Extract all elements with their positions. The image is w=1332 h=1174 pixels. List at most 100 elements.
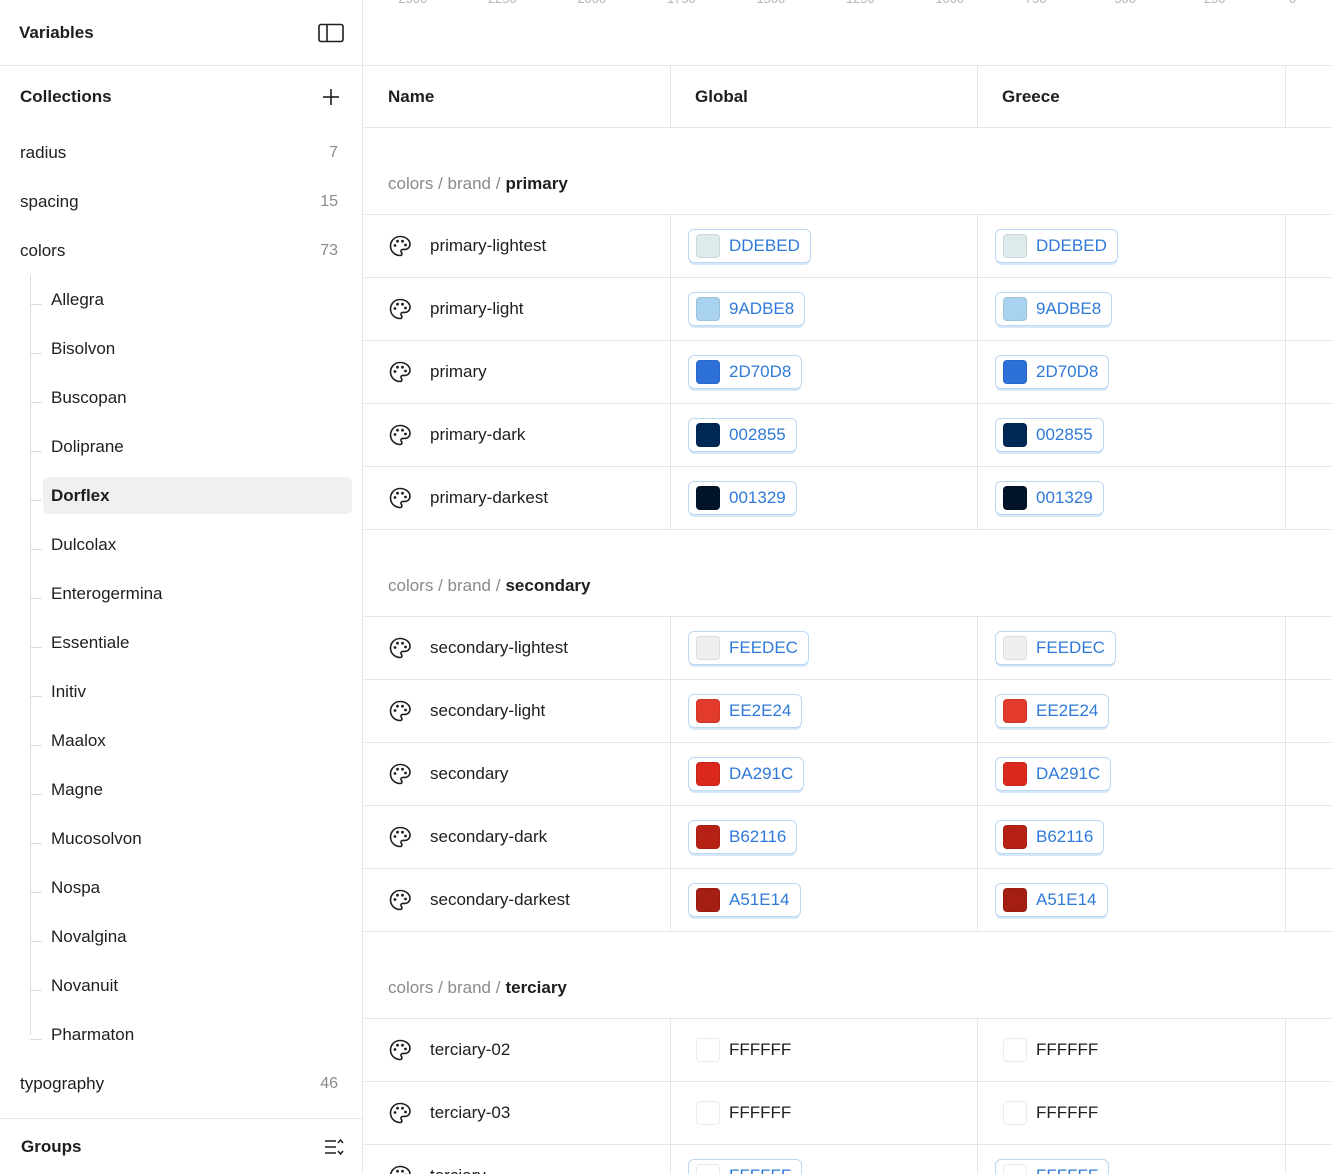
greece-value-cell[interactable]: DDEBED (978, 215, 1286, 277)
table-row[interactable]: secondary-lightest FEEDEC FEEDEC (364, 617, 1332, 680)
color-value-chip[interactable]: FFFFFF (995, 1033, 1110, 1067)
variable-name-cell[interactable]: primary (364, 341, 671, 403)
color-value-chip[interactable]: 9ADBE8 (688, 292, 806, 326)
greece-value-cell[interactable]: FFFFFF (978, 1082, 1286, 1144)
sub-collection-item-magne[interactable]: Magne (0, 765, 362, 814)
global-value-cell[interactable]: FFFFFF (671, 1082, 978, 1144)
sub-collection-item-mucosolvon[interactable]: Mucosolvon (0, 814, 362, 863)
greece-value-cell[interactable]: FFFFFF (978, 1145, 1286, 1174)
sub-collection-item-enterogermina[interactable]: Enterogermina (0, 569, 362, 618)
greece-value-cell[interactable]: DA291C (978, 743, 1286, 805)
global-value-cell[interactable]: FEEDEC (671, 617, 978, 679)
sub-collection-item-allegra[interactable]: Allegra (0, 275, 362, 324)
color-value-chip[interactable]: 002855 (688, 418, 797, 452)
color-value-chip[interactable]: DA291C (995, 757, 1112, 791)
color-value-chip[interactable]: 001329 (688, 481, 797, 515)
greece-value-cell[interactable]: 9ADBE8 (978, 278, 1286, 340)
color-value-chip[interactable]: 001329 (995, 481, 1104, 515)
table-row[interactable]: terciary-02 FFFFFF FFFFFF (364, 1019, 1332, 1082)
sub-collection-item-initiv[interactable]: Initiv (0, 667, 362, 716)
sidebar-toggle-icon[interactable] (318, 23, 344, 43)
collection-item-typography[interactable]: typography 46 (0, 1059, 362, 1108)
column-header-greece[interactable]: Greece (978, 66, 1286, 127)
color-value-chip[interactable]: FEEDEC (688, 631, 809, 665)
greece-value-cell[interactable]: 001329 (978, 467, 1286, 529)
table-row[interactable]: primary-darkest 001329 001329 (364, 467, 1332, 530)
collection-item-spacing[interactable]: spacing 15 (0, 177, 362, 226)
variable-name-cell[interactable]: primary-darkest (364, 467, 671, 529)
table-row[interactable]: primary-light 9ADBE8 9ADBE8 (364, 278, 1332, 341)
sub-collection-item-novanuit[interactable]: Novanuit (0, 961, 362, 1010)
variable-name-cell[interactable]: secondary-darkest (364, 869, 671, 931)
global-value-cell[interactable]: 9ADBE8 (671, 278, 978, 340)
global-value-cell[interactable]: 001329 (671, 467, 978, 529)
variable-name-cell[interactable]: terciary-02 (364, 1019, 671, 1081)
greece-value-cell[interactable]: EE2E24 (978, 680, 1286, 742)
color-value-chip[interactable]: FFFFFF (688, 1096, 803, 1130)
sub-collection-item-bisolvon[interactable]: Bisolvon (0, 324, 362, 373)
greece-value-cell[interactable]: A51E14 (978, 869, 1286, 931)
sub-collection-item-essentiale[interactable]: Essentiale (0, 618, 362, 667)
color-value-chip[interactable]: 002855 (995, 418, 1104, 452)
color-value-chip[interactable]: FFFFFF (995, 1096, 1110, 1130)
greece-value-cell[interactable]: FEEDEC (978, 617, 1286, 679)
variable-name-cell[interactable]: primary-light (364, 278, 671, 340)
global-value-cell[interactable]: DA291C (671, 743, 978, 805)
greece-value-cell[interactable]: 2D70D8 (978, 341, 1286, 403)
color-value-chip[interactable]: FFFFFF (688, 1159, 803, 1174)
sub-collection-item-dulcolax[interactable]: Dulcolax (0, 520, 362, 569)
greece-value-cell[interactable]: B62116 (978, 806, 1286, 868)
sub-collection-item-dorflex[interactable]: Dorflex (0, 471, 362, 520)
table-row[interactable]: terciary-03 FFFFFF FFFFFF (364, 1082, 1332, 1145)
global-value-cell[interactable]: FFFFFF (671, 1145, 978, 1174)
color-value-chip[interactable]: DA291C (688, 757, 805, 791)
greece-value-cell[interactable]: FFFFFF (978, 1019, 1286, 1081)
global-value-cell[interactable]: EE2E24 (671, 680, 978, 742)
sub-collection-item-doliprane[interactable]: Doliprane (0, 422, 362, 471)
table-row[interactable]: primary-lightest DDEBED DDEBED (364, 215, 1332, 278)
collection-item-radius[interactable]: radius 7 (0, 128, 362, 177)
variable-name-cell[interactable]: secondary-light (364, 680, 671, 742)
color-value-chip[interactable]: EE2E24 (688, 694, 803, 728)
global-value-cell[interactable]: 2D70D8 (671, 341, 978, 403)
color-value-chip[interactable]: B62116 (995, 820, 1105, 854)
global-value-cell[interactable]: A51E14 (671, 869, 978, 931)
variable-name-cell[interactable]: terciary-03 (364, 1082, 671, 1144)
add-collection-plus-icon[interactable] (322, 88, 340, 106)
table-row[interactable]: secondary DA291C DA291C (364, 743, 1332, 806)
greece-value-cell[interactable]: 002855 (978, 404, 1286, 466)
color-value-chip[interactable]: FEEDEC (995, 631, 1116, 665)
color-value-chip[interactable]: EE2E24 (995, 694, 1110, 728)
color-value-chip[interactable]: DDEBED (688, 229, 811, 263)
variable-name-cell[interactable]: secondary (364, 743, 671, 805)
global-value-cell[interactable]: 002855 (671, 404, 978, 466)
color-value-chip[interactable]: A51E14 (688, 883, 801, 917)
color-value-chip[interactable]: 9ADBE8 (995, 292, 1113, 326)
color-value-chip[interactable]: 2D70D8 (688, 355, 803, 389)
sub-collection-item-maalox[interactable]: Maalox (0, 716, 362, 765)
global-value-cell[interactable]: B62116 (671, 806, 978, 868)
variable-name-cell[interactable]: primary-lightest (364, 215, 671, 277)
sub-collection-item-buscopan[interactable]: Buscopan (0, 373, 362, 422)
color-value-chip[interactable]: B62116 (688, 820, 798, 854)
variable-name-cell[interactable]: primary-dark (364, 404, 671, 466)
color-value-chip[interactable]: A51E14 (995, 883, 1108, 917)
color-value-chip[interactable]: DDEBED (995, 229, 1118, 263)
sub-collection-item-nospa[interactable]: Nospa (0, 863, 362, 912)
color-value-chip[interactable]: FFFFFF (995, 1159, 1110, 1174)
table-row[interactable]: secondary-dark B62116 B62116 (364, 806, 1332, 869)
global-value-cell[interactable]: FFFFFF (671, 1019, 978, 1081)
global-value-cell[interactable]: DDEBED (671, 215, 978, 277)
column-header-global[interactable]: Global (671, 66, 978, 127)
color-value-chip[interactable]: 2D70D8 (995, 355, 1110, 389)
variable-name-cell[interactable]: secondary-lightest (364, 617, 671, 679)
color-value-chip[interactable]: FFFFFF (688, 1033, 803, 1067)
sub-collection-item-pharmaton[interactable]: Pharmaton (0, 1010, 362, 1059)
column-header-name[interactable]: Name (364, 66, 671, 127)
variable-name-cell[interactable]: secondary-dark (364, 806, 671, 868)
table-row[interactable]: terciary FFFFFF FFFFFF (364, 1145, 1332, 1174)
collection-item-colors[interactable]: colors 73 (0, 226, 362, 275)
table-row[interactable]: primary 2D70D8 2D70D8 (364, 341, 1332, 404)
variable-name-cell[interactable]: terciary (364, 1145, 671, 1174)
filter-icon[interactable] (324, 1138, 344, 1156)
